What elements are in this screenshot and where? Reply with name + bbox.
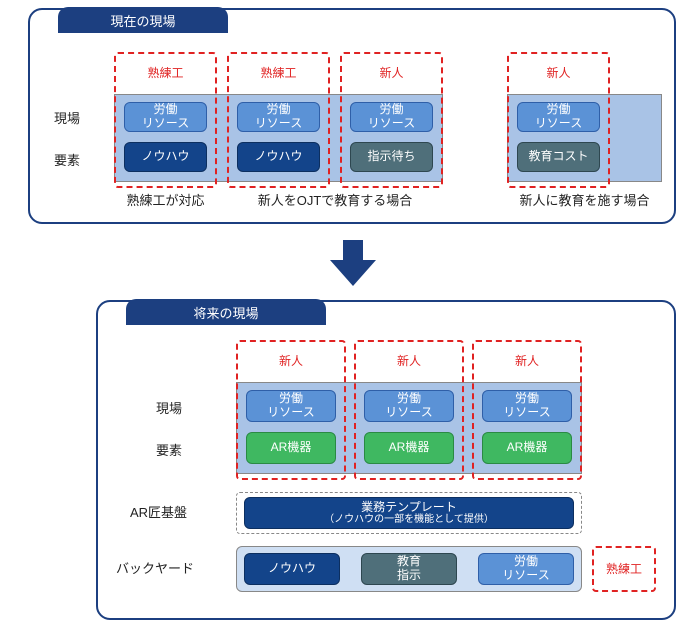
persona-label-current-0: 熟練工 xyxy=(114,64,217,81)
chip-knowhow-b: ノウハウ xyxy=(237,142,320,172)
label-genba-1: 現場 xyxy=(54,108,80,127)
chip-ar-f2: AR機器 xyxy=(482,432,572,464)
chip-ar-f0: AR機器 xyxy=(246,432,336,464)
chip-template: 業務テンプレート（ノウハウの一部を機能として提供） xyxy=(244,497,574,529)
panel-current-header: 現在の現場 xyxy=(58,7,228,33)
footer-c: 新人に教育を施す場合 xyxy=(507,190,662,209)
label-youso-2: 要素 xyxy=(156,440,182,459)
chip-labor-c: 労働 リソース xyxy=(350,102,433,132)
chip-labor-a: 労働 リソース xyxy=(124,102,207,132)
chip-template-sub: （ノウハウの一部を機能として提供） xyxy=(324,514,494,525)
chip-knowhow-by: ノウハウ xyxy=(244,553,340,585)
label-genba-2: 現場 xyxy=(156,398,182,417)
footer-b: 新人をOJTで教育する場合 xyxy=(227,190,443,209)
chip-labor-by: 労働 リソース xyxy=(478,553,574,585)
persona-label-current-1: 熟練工 xyxy=(227,64,330,81)
chip-educost-d: 教育コスト xyxy=(517,142,600,172)
chip-ar-f1: AR機器 xyxy=(364,432,454,464)
persona-label-current-2: 新人 xyxy=(340,64,443,81)
arrow-down-icon xyxy=(328,238,378,288)
chip-wait-c: 指示待ち xyxy=(350,142,433,172)
persona-label-current-3: 新人 xyxy=(507,64,610,81)
persona-label-future-1: 新人 xyxy=(354,352,464,369)
persona-label-future-0: 新人 xyxy=(236,352,346,369)
skilled-label-future: 熟練工 xyxy=(592,560,656,577)
label-ar-kiban: AR匠基盤 xyxy=(130,502,187,521)
panel-future-header: 将来の現場 xyxy=(126,299,326,325)
chip-labor-d: 労働 リソース xyxy=(517,102,600,132)
footer-a: 熟練工が対応 xyxy=(114,190,217,209)
persona-label-future-2: 新人 xyxy=(472,352,582,369)
label-youso-1: 要素 xyxy=(54,150,80,169)
chip-labor-f1: 労働 リソース xyxy=(364,390,454,422)
chip-edu-instr-by: 教育 指示 xyxy=(361,553,457,585)
chip-knowhow-a: ノウハウ xyxy=(124,142,207,172)
label-backyard: バックヤード xyxy=(116,558,194,577)
chip-labor-b: 労働 リソース xyxy=(237,102,320,132)
chip-labor-f2: 労働 リソース xyxy=(482,390,572,422)
chip-labor-f0: 労働 リソース xyxy=(246,390,336,422)
chip-template-title: 業務テンプレート xyxy=(361,501,457,514)
